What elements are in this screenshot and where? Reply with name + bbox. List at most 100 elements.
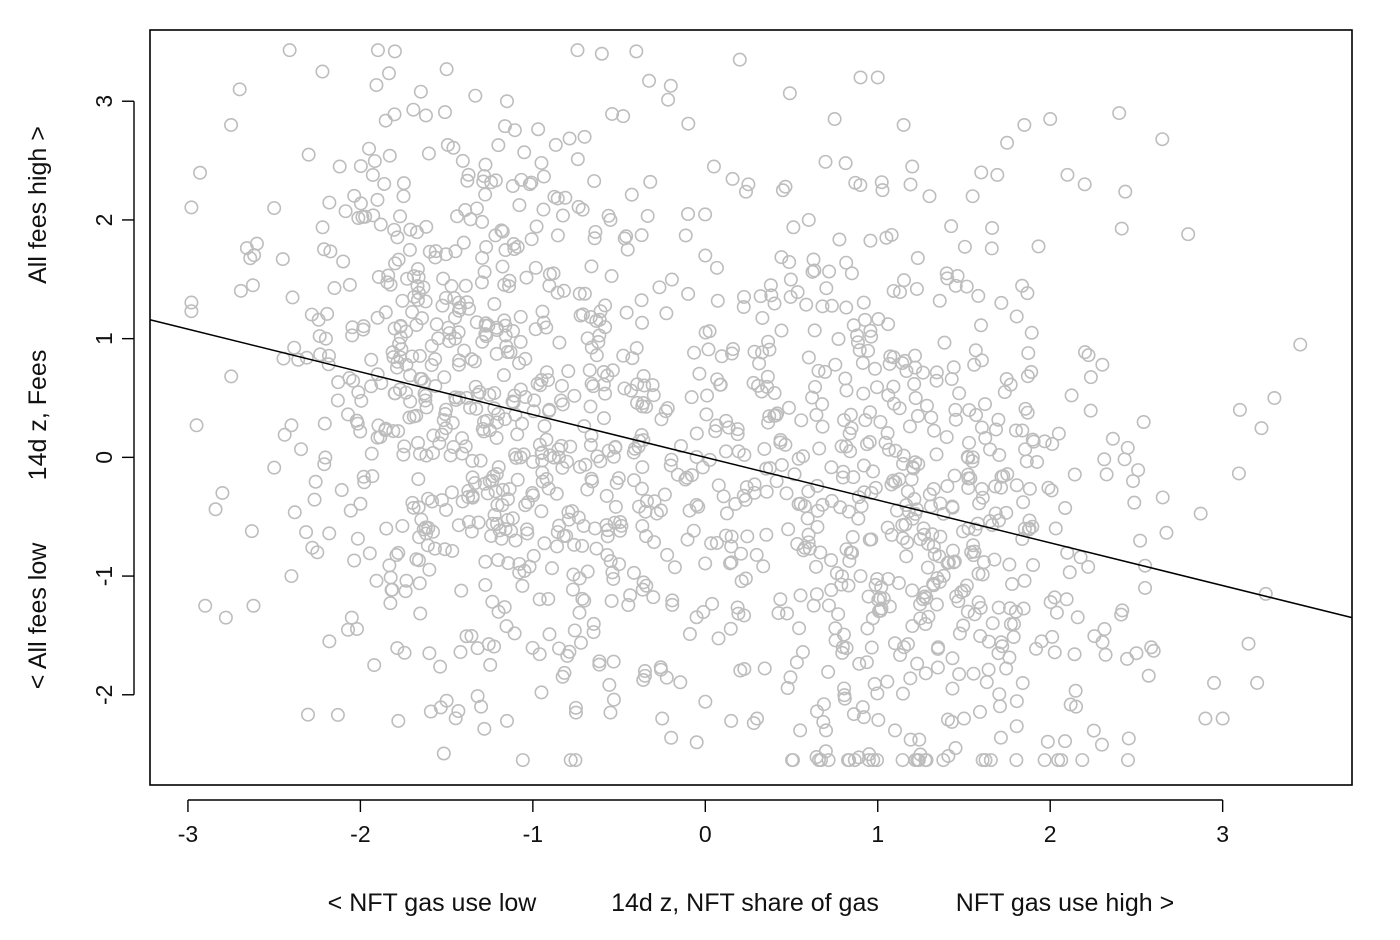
data-point: [534, 446, 549, 461]
data-point: [246, 598, 261, 613]
data-point: [570, 152, 585, 167]
data-point: [381, 268, 396, 283]
data-point: [243, 251, 258, 266]
data-point: [929, 447, 944, 462]
data-point: [1081, 348, 1096, 363]
data-point: [886, 473, 901, 488]
data-point: [903, 732, 918, 747]
data-point: [495, 482, 510, 497]
data-point: [1020, 286, 1035, 301]
data-point: [836, 627, 851, 642]
data-point: [988, 479, 1003, 494]
x-tick-label: 2: [1044, 821, 1057, 847]
data-point: [917, 585, 932, 600]
data-point: [801, 212, 816, 227]
data-point: [701, 342, 716, 357]
data-point: [448, 711, 463, 726]
data-point: [1250, 675, 1265, 690]
y-tick-label: 1: [91, 332, 117, 345]
data-point: [700, 388, 715, 403]
y-tick-label: 2: [91, 214, 117, 227]
data-point: [779, 606, 794, 621]
data-point: [434, 427, 449, 442]
data-point: [1009, 309, 1024, 324]
data-point: [362, 141, 377, 156]
data-point: [1009, 478, 1024, 493]
data-point: [874, 601, 889, 616]
data-point: [1231, 466, 1246, 481]
data-point: [552, 335, 567, 350]
data-point: [350, 416, 365, 431]
data-point: [660, 401, 675, 416]
data-point: [905, 511, 920, 526]
data-point: [927, 547, 942, 562]
data-point: [930, 641, 945, 656]
data-point: [832, 232, 847, 247]
data-point: [1095, 635, 1110, 650]
data-point: [924, 410, 939, 425]
data-point: [639, 578, 654, 593]
data-point: [353, 196, 368, 211]
data-point: [871, 592, 886, 607]
data-point: [875, 183, 890, 198]
data-point: [535, 304, 550, 319]
data-point: [455, 431, 470, 446]
data-point: [364, 379, 379, 394]
data-point: [920, 560, 935, 575]
data-point: [828, 357, 843, 372]
data-point: [304, 307, 319, 322]
data-point: [310, 545, 325, 560]
data-point: [896, 273, 911, 288]
data-point: [1008, 423, 1023, 438]
data-point: [723, 556, 738, 571]
data-point: [861, 753, 876, 768]
plot-frame: [149, 29, 1353, 786]
data-point: [461, 167, 476, 182]
data-point: [947, 468, 962, 483]
data-point: [611, 471, 626, 486]
data-point: [586, 625, 601, 640]
data-point: [930, 660, 945, 675]
data-point: [350, 531, 365, 546]
data-point: [617, 231, 632, 246]
data-point: [436, 746, 451, 761]
data-point: [514, 172, 529, 187]
data-point: [490, 498, 505, 513]
data-point: [476, 414, 491, 429]
data-point: [606, 571, 621, 586]
data-point: [972, 496, 987, 511]
data-point: [972, 704, 987, 719]
data-point: [948, 278, 963, 293]
data-point: [391, 252, 406, 267]
data-point: [390, 354, 405, 369]
data-point: [566, 567, 581, 582]
data-point: [911, 753, 926, 768]
data-point: [442, 334, 457, 349]
data-point: [462, 301, 477, 316]
data-point: [307, 492, 322, 507]
data-point: [542, 627, 557, 642]
data-point: [530, 376, 545, 391]
data-point: [582, 363, 597, 378]
data-point: [855, 355, 870, 370]
data-point: [821, 753, 836, 768]
data-point: [881, 442, 896, 457]
data-point: [418, 393, 433, 408]
data-point: [413, 606, 428, 621]
data-point: [1002, 650, 1017, 665]
data-point: [724, 539, 739, 554]
data-point: [522, 177, 537, 192]
data-point: [396, 447, 411, 462]
data-point: [1095, 357, 1110, 372]
data-point: [867, 361, 882, 376]
data-point: [918, 617, 933, 632]
data-point: [881, 388, 896, 403]
data-point: [681, 116, 696, 131]
data-point: [952, 386, 967, 401]
data-point: [1058, 734, 1073, 749]
data-point: [600, 523, 615, 538]
data-point: [370, 310, 385, 325]
data-point: [435, 298, 450, 313]
data-point: [762, 342, 777, 357]
